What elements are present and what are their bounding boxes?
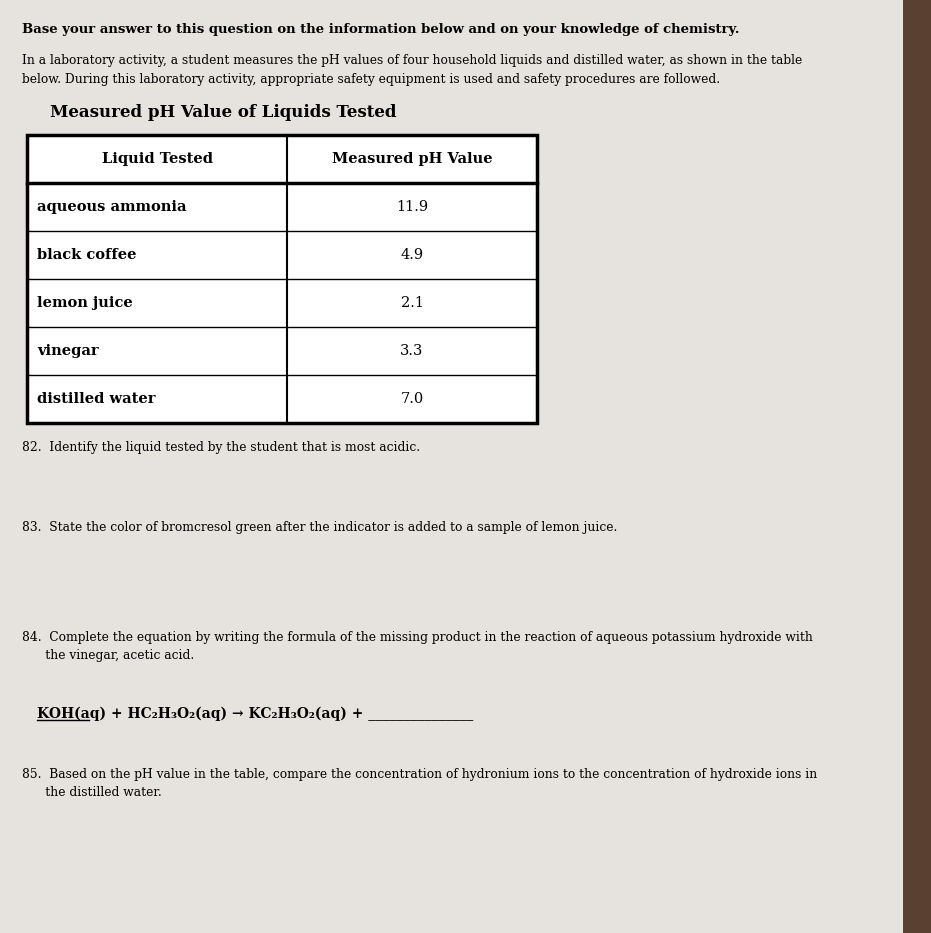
Text: aqueous ammonia: aqueous ammonia [37, 201, 186, 215]
Text: lemon juice: lemon juice [37, 297, 133, 311]
Bar [903, 0, 931, 933]
Text: the distilled water.: the distilled water. [22, 787, 162, 800]
Text: below. During this laboratory activity, appropriate safety equipment is used and: below. During this laboratory activity, … [22, 73, 720, 86]
Bar [27, 135, 537, 424]
Text: distilled water: distilled water [37, 392, 155, 406]
Text: 7.0: 7.0 [400, 392, 424, 406]
Text: the vinegar, acetic acid.: the vinegar, acetic acid. [22, 649, 195, 662]
Text: 3.3: 3.3 [400, 344, 424, 358]
Text: Base your answer to this question on the information below and on your knowledge: Base your answer to this question on the… [22, 23, 739, 36]
Text: Measured pH Value: Measured pH Value [331, 152, 492, 166]
Text: 84.  Complete the equation by writing the formula of the missing product in the : 84. Complete the equation by writing the… [22, 632, 813, 645]
Text: In a laboratory activity, a student measures the pH values of four household liq: In a laboratory activity, a student meas… [22, 54, 803, 67]
Text: vinegar: vinegar [37, 344, 99, 358]
Text: black coffee: black coffee [37, 248, 137, 262]
Text: KOH(aq) + HC₂H₃O₂(aq) → KC₂H₃O₂(aq) + _______________: KOH(aq) + HC₂H₃O₂(aq) → KC₂H₃O₂(aq) + __… [37, 706, 473, 720]
Text: Liquid Tested: Liquid Tested [101, 152, 212, 166]
Text: Measured pH Value of Liquids Tested: Measured pH Value of Liquids Tested [50, 104, 397, 121]
Text: 85.  Based on the pH value in the table, compare the concentration of hydronium : 85. Based on the pH value in the table, … [22, 768, 817, 781]
Text: 83.  State the color of bromcresol green after the indicator is added to a sampl: 83. State the color of bromcresol green … [22, 522, 617, 535]
Bar [27, 135, 537, 424]
Text: 2.1: 2.1 [400, 297, 424, 311]
Text: 4.9: 4.9 [400, 248, 424, 262]
Text: 11.9: 11.9 [396, 201, 428, 215]
Text: 82.  Identify the liquid tested by the student that is most acidic.: 82. Identify the liquid tested by the st… [22, 441, 420, 454]
